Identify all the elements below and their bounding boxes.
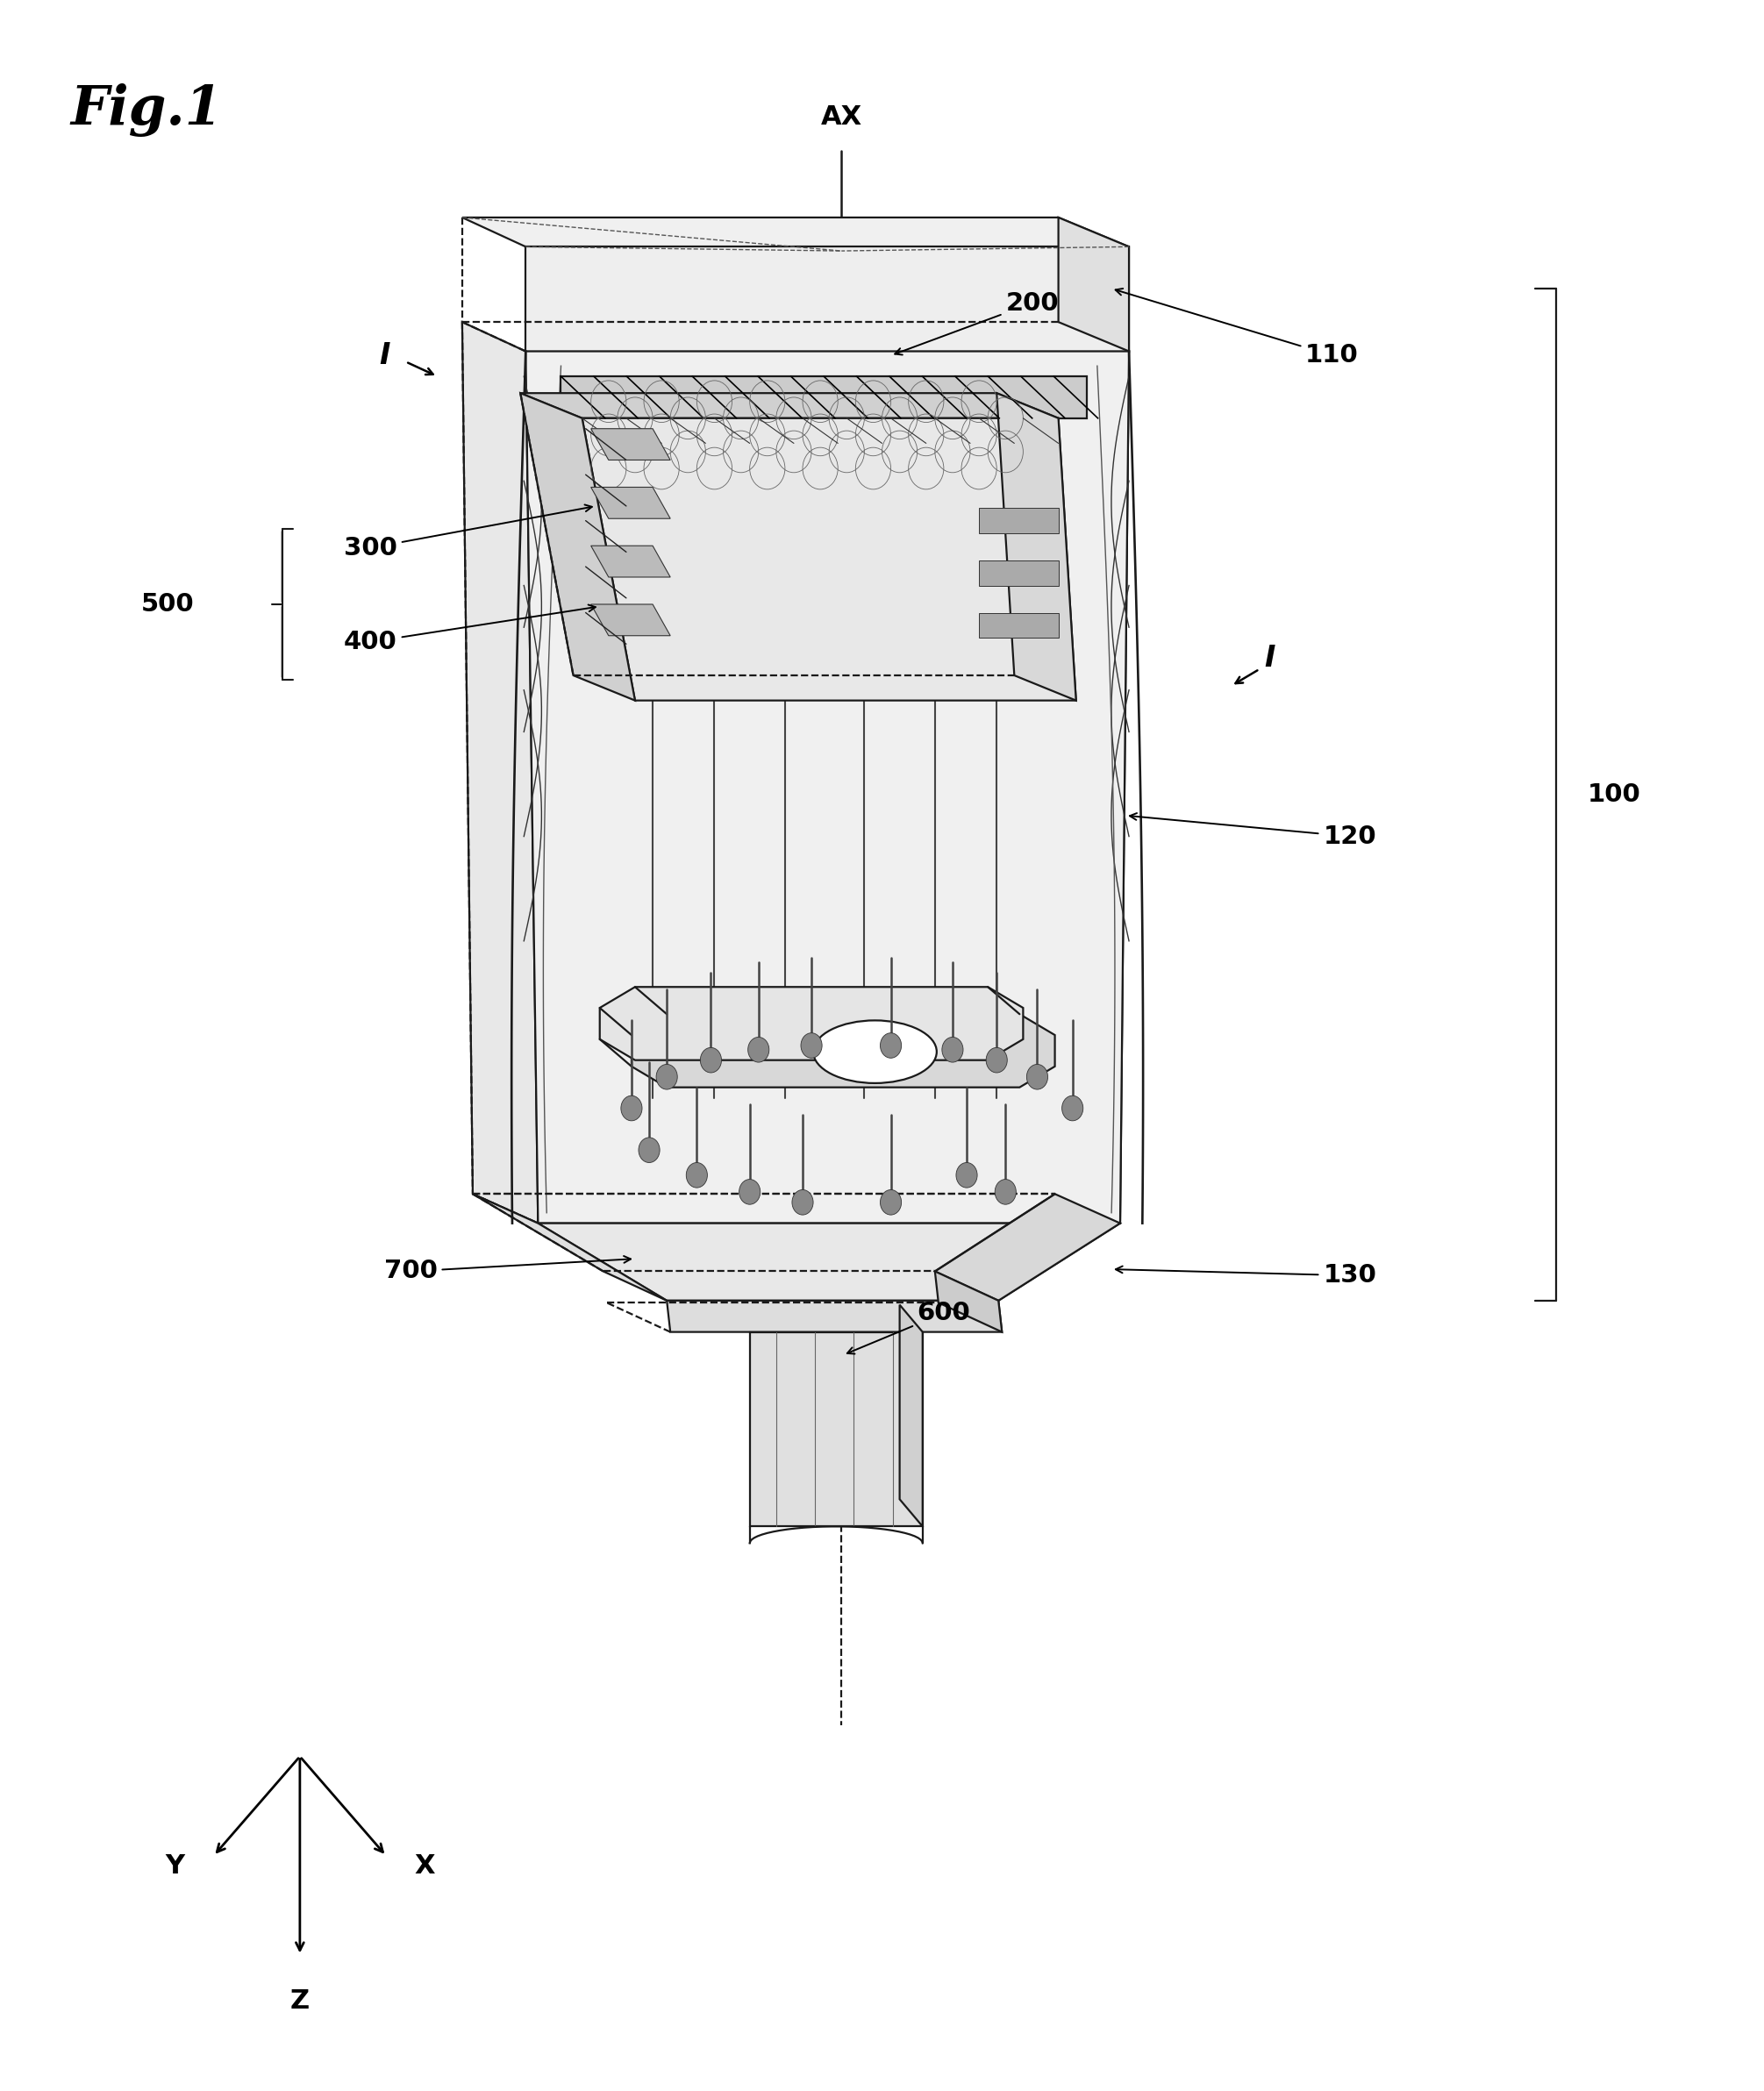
Text: 700: 700 <box>385 1257 632 1284</box>
Polygon shape <box>591 604 670 636</box>
Text: AX: AX <box>820 105 863 130</box>
Polygon shape <box>526 247 1129 351</box>
Text: 300: 300 <box>344 504 593 560</box>
Polygon shape <box>526 351 1129 1223</box>
Bar <box>979 613 1058 638</box>
Circle shape <box>700 1048 721 1073</box>
Circle shape <box>880 1190 901 1215</box>
Circle shape <box>956 1163 977 1188</box>
Text: 500: 500 <box>141 592 194 617</box>
Text: X: X <box>415 1855 436 1880</box>
Bar <box>979 508 1058 533</box>
Circle shape <box>748 1037 769 1062</box>
Polygon shape <box>600 987 1023 1060</box>
Polygon shape <box>900 1305 923 1526</box>
Polygon shape <box>538 1223 1120 1301</box>
Polygon shape <box>582 418 1076 700</box>
Polygon shape <box>462 217 1129 247</box>
Circle shape <box>739 1179 760 1204</box>
Text: Fig.1: Fig.1 <box>71 84 222 138</box>
Polygon shape <box>997 393 1076 700</box>
Text: 120: 120 <box>1129 813 1376 849</box>
Polygon shape <box>1055 322 1129 1223</box>
Ellipse shape <box>813 1020 937 1083</box>
Text: I: I <box>379 341 390 370</box>
Polygon shape <box>935 1271 1002 1332</box>
Polygon shape <box>632 1014 1055 1087</box>
Polygon shape <box>591 546 670 577</box>
Circle shape <box>942 1037 963 1062</box>
Circle shape <box>1062 1096 1083 1121</box>
Polygon shape <box>473 1194 667 1301</box>
Bar <box>561 376 1087 418</box>
Circle shape <box>995 1179 1016 1204</box>
Circle shape <box>639 1138 660 1163</box>
Polygon shape <box>520 393 635 700</box>
Circle shape <box>656 1064 677 1089</box>
Circle shape <box>1027 1064 1048 1089</box>
Text: 600: 600 <box>847 1301 970 1353</box>
Polygon shape <box>591 429 670 460</box>
Polygon shape <box>935 1194 1120 1301</box>
Polygon shape <box>667 1301 1002 1332</box>
Text: 200: 200 <box>894 291 1058 355</box>
Text: Z: Z <box>289 1989 310 2014</box>
Circle shape <box>792 1190 813 1215</box>
Polygon shape <box>591 487 670 519</box>
Text: Y: Y <box>166 1855 185 1880</box>
Circle shape <box>686 1163 707 1188</box>
Polygon shape <box>462 322 538 1223</box>
Polygon shape <box>520 393 1058 418</box>
Circle shape <box>880 1033 901 1058</box>
Circle shape <box>621 1096 642 1121</box>
Text: 100: 100 <box>1588 782 1641 807</box>
Text: I: I <box>1265 644 1275 673</box>
Polygon shape <box>750 1332 923 1526</box>
Text: 400: 400 <box>344 604 596 654</box>
Polygon shape <box>1058 217 1129 351</box>
Circle shape <box>986 1048 1007 1073</box>
Text: 130: 130 <box>1115 1263 1376 1288</box>
Bar <box>979 560 1058 585</box>
Text: 110: 110 <box>1115 289 1358 368</box>
Circle shape <box>801 1033 822 1058</box>
